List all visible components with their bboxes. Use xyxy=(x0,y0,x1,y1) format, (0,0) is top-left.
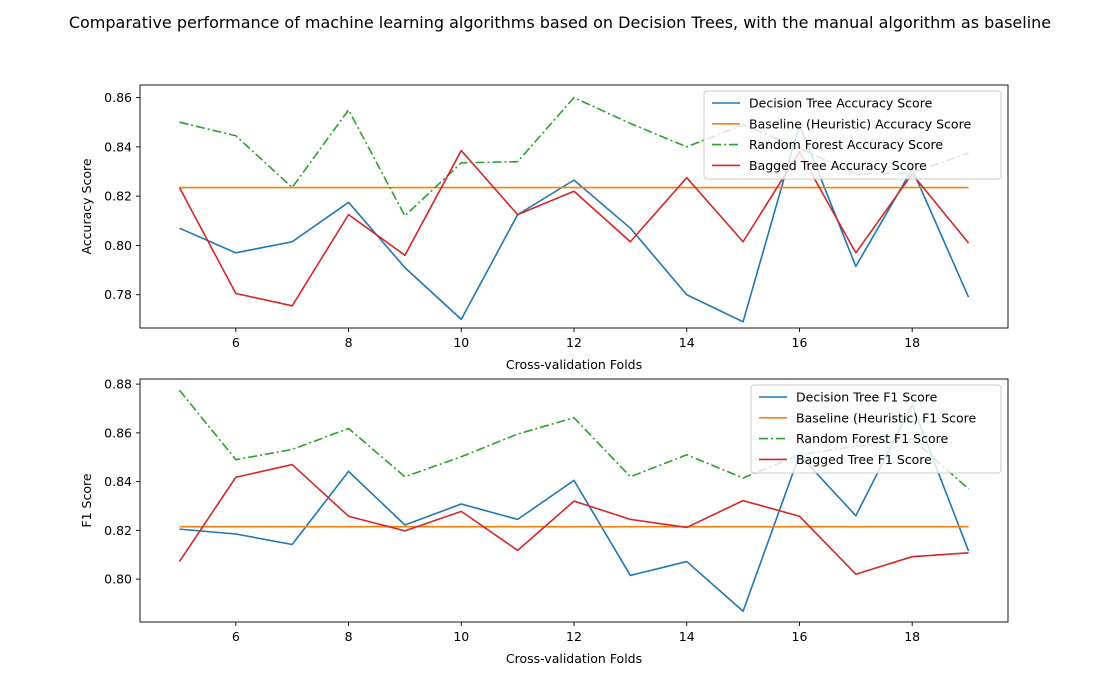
x-tick-label: 10 xyxy=(453,629,469,644)
x-axis-label: Cross-validation Folds xyxy=(506,357,642,372)
y-tick-label: 0.88 xyxy=(104,377,132,392)
series-line xyxy=(178,149,970,307)
y-tick-label: 0.86 xyxy=(104,90,132,105)
x-tick-label: 12 xyxy=(566,335,582,350)
x-tick-label: 14 xyxy=(679,335,695,350)
legend-label: Random Forest F1 Score xyxy=(796,431,948,446)
x-tick-label: 12 xyxy=(566,629,582,644)
legend-label: Bagged Tree F1 Score xyxy=(796,452,932,467)
series-line xyxy=(178,389,970,490)
legend-box xyxy=(703,90,1002,180)
x-axis-label: Cross-validation Folds xyxy=(506,651,642,666)
y-axis-label: F1 Score xyxy=(79,473,94,527)
x-tick-label: 18 xyxy=(904,335,920,350)
legend-label: Bagged Tree Accuracy Score xyxy=(749,158,927,173)
y-tick-label: 0.84 xyxy=(104,474,132,489)
series-line xyxy=(179,404,970,613)
x-tick-label: 16 xyxy=(792,629,808,644)
y-tick-label: 0.82 xyxy=(104,189,132,204)
series-line xyxy=(178,463,969,576)
legend-label: Baseline (Heuristic) Accuracy Score xyxy=(749,116,971,131)
x-tick-label: 10 xyxy=(453,335,469,350)
legend-box xyxy=(750,384,1002,474)
y-tick-label: 0.80 xyxy=(104,572,132,587)
legend-label: Decision Tree F1 Score xyxy=(796,390,938,405)
f1-subplot: 6 8 10 12 14 16 18 0.80 0.82 0.84 0.86 0.88 Cross-va… xyxy=(79,377,1009,666)
legend-label: Decision Tree Accuracy Score xyxy=(749,96,933,111)
x-tick-label: 6 xyxy=(232,629,240,644)
x-tick-label: 8 xyxy=(345,629,353,644)
y-tick-label: 0.86 xyxy=(104,425,132,440)
y-tick-label: 0.80 xyxy=(104,238,132,253)
legend-label: Baseline (Heuristic) F1 Score xyxy=(796,410,977,425)
y-tick-label: 0.82 xyxy=(104,523,132,538)
accuracy-subplot: 6 8 10 12 14 16 18 0.78 0.80 0.82 0.84 0.86 Cross-va… xyxy=(79,84,1009,372)
x-tick-label: 6 xyxy=(232,335,240,350)
legend-label: Random Forest Accuracy Score xyxy=(749,137,943,152)
figure-title: Comparative performance of machine learn… xyxy=(69,13,1051,32)
y-tick-label: 0.78 xyxy=(104,287,132,302)
x-tick-label: 8 xyxy=(345,335,353,350)
x-tick-label: 18 xyxy=(904,629,920,644)
x-tick-label: 16 xyxy=(792,335,808,350)
y-tick-label: 0.84 xyxy=(104,139,132,154)
x-tick-label: 14 xyxy=(679,629,695,644)
y-axis-label: Accuracy Score xyxy=(79,158,94,254)
